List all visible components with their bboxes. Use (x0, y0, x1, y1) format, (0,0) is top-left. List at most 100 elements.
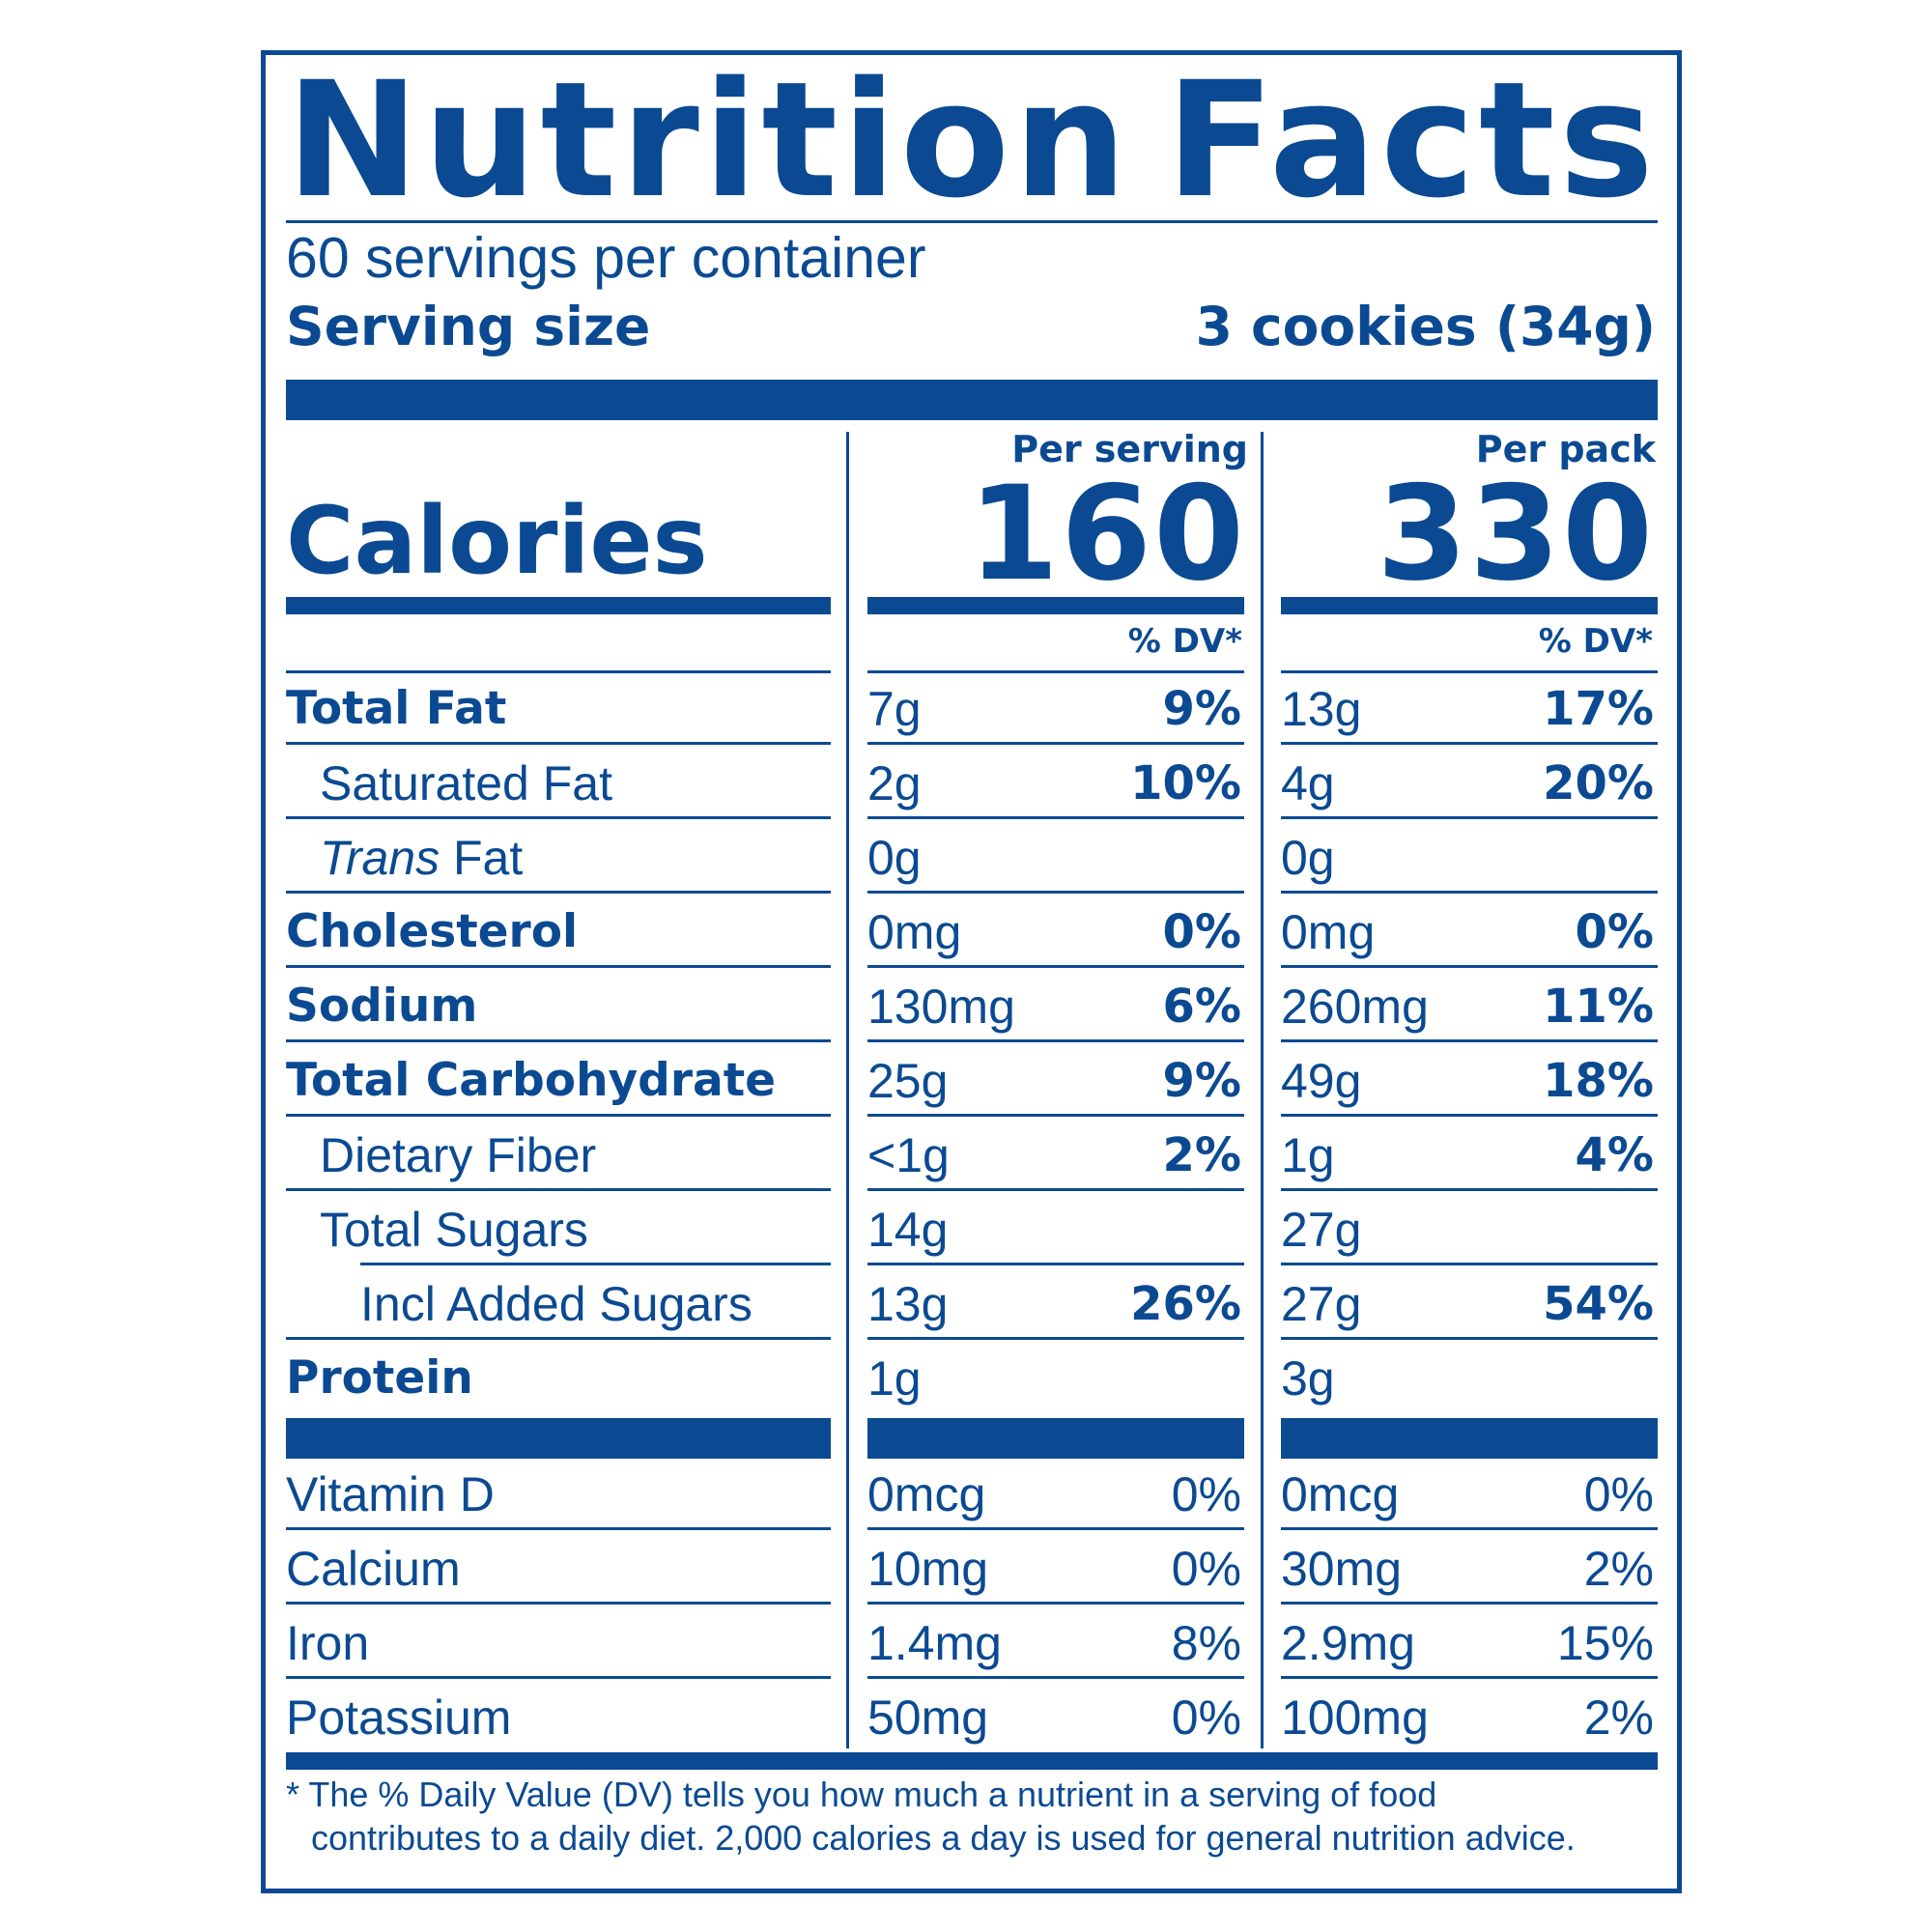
calories-per-serving: 160 (968, 458, 1246, 610)
pack-dv: 20% (1543, 756, 1654, 810)
row-divider (867, 1039, 1244, 1042)
row-divider (286, 1527, 831, 1530)
row-divider (867, 1602, 1244, 1605)
pack-amount: 0mcg (1281, 1467, 1400, 1521)
serving-size-label: Serving size (286, 296, 651, 357)
row-divider (286, 1188, 831, 1191)
per-serving-header: Per serving (1011, 428, 1248, 470)
serving-dv: 0% (1171, 1690, 1241, 1745)
nutrition-facts-title: Nutrition Facts (286, 58, 1658, 222)
vitamin-name: Potassium (286, 1690, 512, 1745)
trans-italic: Trans (320, 831, 440, 885)
nutrient-name: Total Sugars (320, 1203, 588, 1257)
row-divider (1281, 1039, 1658, 1042)
serving-amount: 130mg (867, 980, 1015, 1034)
column-divider-left (846, 432, 849, 1748)
nutrient-row-total-sugars: Total Sugars 14g 27g (0, 1194, 1932, 1265)
pack-dv: 0% (1575, 905, 1655, 959)
nutrient-row-total-fat: Total Fat 7g 9% 13g 17% (0, 673, 1932, 745)
row-divider (867, 1188, 1244, 1191)
serving-dv: 6% (1162, 980, 1242, 1034)
row-divider (1281, 1337, 1658, 1340)
title-divider (286, 220, 1658, 223)
pack-amount: 0mg (1281, 905, 1376, 959)
row-divider (867, 1114, 1244, 1117)
nutrient-row-saturated-fat: Saturated Fat 2g 10% 4g 20% (0, 748, 1932, 819)
row-divider (1281, 891, 1658, 894)
calories-label: Calories (286, 487, 708, 595)
row-divider (867, 965, 1244, 968)
row-divider (1281, 1263, 1658, 1265)
row-divider (1281, 965, 1658, 968)
serving-dv: 0% (1162, 905, 1242, 959)
serving-amount: 25g (867, 1054, 949, 1108)
serving-size-value: 3 cookies (34g) (1195, 296, 1656, 357)
row-divider (1281, 1527, 1658, 1530)
pack-dv: 54% (1543, 1277, 1654, 1331)
pack-amount: 2.9mg (1281, 1616, 1415, 1670)
vitamin-row-potassium: Potassium 50mg 0% 100mg 2% (0, 1682, 1932, 1753)
row-divider (867, 742, 1244, 745)
pack-amount: 100mg (1281, 1690, 1429, 1745)
pack-amount: 3g (1281, 1351, 1335, 1406)
pack-amount: 0g (1281, 831, 1335, 885)
nutrient-row-dietary-fiber: Dietary Fiber <1g 2% 1g 4% (0, 1120, 1932, 1191)
nutrient-row-protein: Protein 1g 3g (0, 1343, 1932, 1414)
nutrient-name: Sodium (286, 980, 478, 1033)
serving-amount: 50mg (867, 1690, 989, 1745)
dv-header-serving: % DV* (1127, 622, 1242, 661)
row-divider (1281, 742, 1658, 745)
dv-header-divider-serving (867, 670, 1244, 673)
row-divider (286, 742, 831, 745)
vitamin-row-iron: Iron 1.4mg 8% 2.9mg 15% (0, 1607, 1932, 1679)
row-divider (286, 1039, 831, 1042)
trans-rest: Fat (440, 831, 524, 885)
row-divider (286, 891, 831, 894)
serving-dv: 10% (1130, 756, 1241, 810)
row-divider (1281, 1676, 1658, 1679)
serving-dv: 8% (1171, 1616, 1241, 1670)
row-divider (286, 1114, 831, 1117)
vitamin-name: Calcium (286, 1542, 461, 1596)
title-word-facts: Facts (1165, 47, 1658, 233)
pack-dv: 15% (1556, 1616, 1654, 1670)
pack-amount: 27g (1281, 1277, 1362, 1331)
serving-dv: 26% (1130, 1277, 1241, 1331)
serving-dv: 9% (1162, 1054, 1242, 1108)
serving-amount: 14g (867, 1203, 949, 1257)
row-divider (867, 891, 1244, 894)
nutrient-name: Dietary Fiber (320, 1128, 597, 1182)
vitamin-row-calcium: Calcium 10mg 0% 30mg 2% (0, 1533, 1932, 1605)
serving-dv: 2% (1162, 1128, 1242, 1182)
serving-dv: 0% (1171, 1467, 1241, 1521)
row-divider (1281, 1114, 1658, 1117)
pack-dv: 2% (1583, 1542, 1654, 1596)
pack-amount: 260mg (1281, 980, 1429, 1034)
column-divider-right (1261, 432, 1264, 1748)
pack-dv: 18% (1543, 1054, 1654, 1108)
nutrient-row-trans-fat: Trans Fat 0g 0g (0, 822, 1932, 894)
nutrition-label-border (261, 50, 1682, 1893)
pack-dv: 11% (1543, 980, 1654, 1034)
serving-amount: 1g (867, 1351, 922, 1406)
row-divider (867, 1263, 1244, 1265)
thick-divider-protein-serving (867, 1418, 1244, 1459)
thick-divider-protein-pack (1281, 1418, 1658, 1459)
serving-amount: 0mcg (867, 1467, 986, 1521)
serving-amount: 1.4mg (867, 1616, 1002, 1670)
serving-amount: 0g (867, 831, 922, 885)
row-divider (286, 1676, 831, 1679)
vitamin-name: Vitamin D (286, 1467, 495, 1521)
serving-dv: 9% (1162, 682, 1242, 736)
pack-dv: 2% (1583, 1690, 1654, 1745)
dv-header-divider-pack (1281, 670, 1658, 673)
footnote-line-1: * The % Daily Value (DV) tells you how m… (286, 1775, 1437, 1814)
nutrient-name: Trans Fat (320, 822, 523, 894)
vitamin-row-vitamin-d: Vitamin D 0mcg 0% 0mcg 0% (0, 1459, 1932, 1530)
dv-header-pack: % DV* (1538, 622, 1653, 661)
nutrient-row-cholesterol: Cholesterol 0mg 0% 0mg 0% (0, 896, 1932, 968)
thick-divider-protein-name (286, 1418, 831, 1459)
pack-amount: 13g (1281, 682, 1362, 736)
vitamin-name: Iron (286, 1616, 370, 1670)
